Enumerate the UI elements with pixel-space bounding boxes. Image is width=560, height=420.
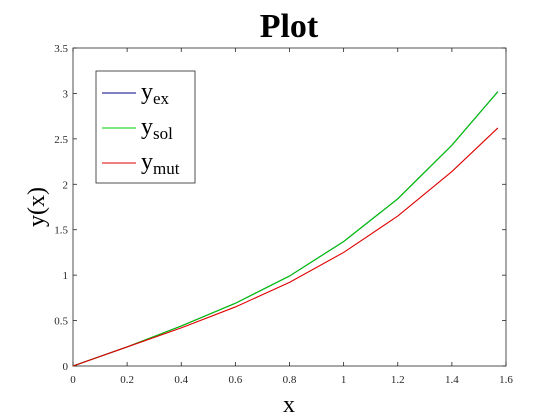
y-axis-label: y(x) bbox=[24, 187, 50, 227]
x-tick-label: 0.6 bbox=[229, 374, 243, 386]
legend-entry-mut: ymut bbox=[141, 149, 180, 178]
legend-entry-name: y bbox=[141, 79, 153, 105]
axes: 0 0.2 0.4 0.6 0.8 1 1.2 1.4 1.6 0 0.5 1 1.5 2 2.5 3 3.5 bbox=[54, 43, 513, 386]
y-tick-label: 1 bbox=[63, 270, 69, 282]
y-tick-label: 0 bbox=[63, 361, 69, 373]
x-tick-label: 0.2 bbox=[120, 374, 134, 386]
x-tick-label: 0.8 bbox=[283, 374, 297, 386]
y-tick-label: 1.5 bbox=[54, 225, 68, 237]
x-tick-label: 1.2 bbox=[391, 374, 405, 386]
legend-entry-name: y bbox=[141, 149, 153, 175]
legend-entry-subscript: ex bbox=[153, 89, 170, 108]
series-lines bbox=[72, 91, 499, 367]
y-tick-label: 2 bbox=[63, 179, 69, 191]
y-tick-label: 2.5 bbox=[54, 134, 68, 146]
series-line-mut bbox=[72, 127, 499, 367]
y-tick-label: 0.5 bbox=[54, 316, 68, 328]
legend-entry-subscript: mut bbox=[153, 159, 180, 178]
legend-entry-ex: yex bbox=[141, 79, 170, 108]
x-tick-label: 1.4 bbox=[445, 374, 459, 386]
x-tick-label: 1.6 bbox=[499, 374, 513, 386]
legend-entry-sol: ysol bbox=[141, 114, 173, 143]
x-axis-label: x bbox=[283, 392, 295, 418]
y-tick-label: 3 bbox=[63, 88, 69, 100]
legend-entry-name: y bbox=[141, 114, 153, 140]
y-tick-label: 3.5 bbox=[54, 43, 68, 55]
x-tick-label: 0 bbox=[70, 374, 76, 386]
chart-title: Plot bbox=[260, 8, 319, 45]
legend-entry-subscript: sol bbox=[153, 124, 173, 143]
x-tick-label: 0.4 bbox=[174, 374, 188, 386]
legend-box bbox=[95, 70, 196, 184]
series-line-sol bbox=[72, 91, 499, 367]
x-tick-label: 1 bbox=[341, 374, 347, 386]
